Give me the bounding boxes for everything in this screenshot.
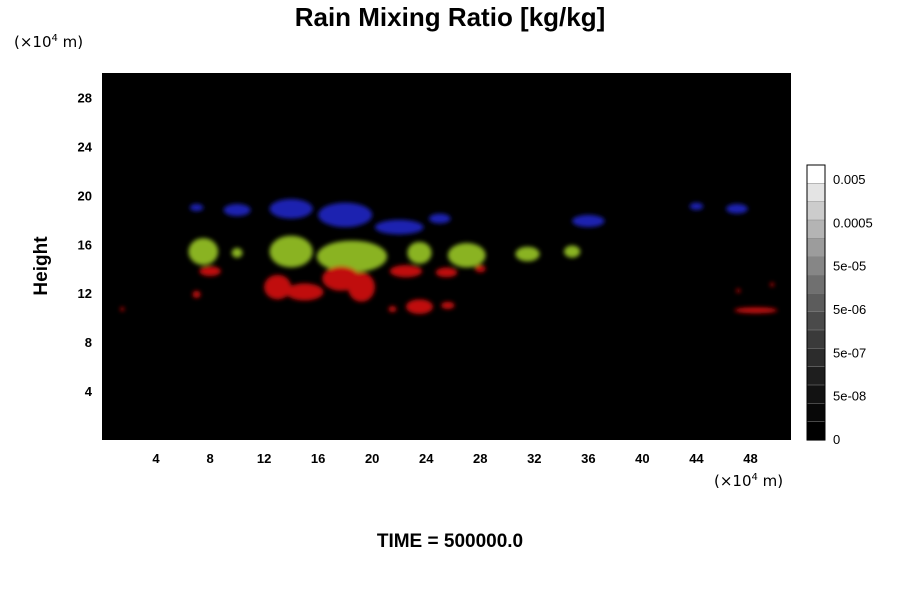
colorbar-tick-label: 5e-06 bbox=[833, 302, 866, 317]
feature-middle bbox=[564, 245, 581, 258]
feature-upper bbox=[318, 202, 373, 228]
y-unit-base: (×10 bbox=[14, 33, 52, 51]
colorbar-tick-label: 5e-08 bbox=[833, 389, 866, 404]
feature-lower bbox=[199, 266, 221, 277]
feature-middle bbox=[407, 241, 432, 264]
y-tick-label: 4 bbox=[85, 384, 93, 399]
feature-upper bbox=[572, 214, 605, 228]
feature-lower bbox=[389, 265, 423, 278]
colorbar-tick-label: 0 bbox=[833, 432, 840, 447]
colorbar-frame bbox=[806, 164, 826, 441]
feature-middle bbox=[447, 243, 486, 268]
colorbar-tick-label: 5e-05 bbox=[833, 259, 866, 274]
chart-title: Rain Mixing Ratio [kg/kg] bbox=[294, 2, 606, 32]
colorbar-swatch bbox=[806, 183, 826, 203]
y-tick-label: 28 bbox=[78, 90, 92, 105]
feature-lower bbox=[388, 306, 397, 313]
x-tick-label: 48 bbox=[743, 451, 757, 466]
y-unit-exponent: 4 bbox=[51, 33, 58, 44]
feature-upper bbox=[689, 202, 704, 211]
colorbar-tick-label: 0.0005 bbox=[833, 215, 873, 230]
x-tick-label: 20 bbox=[365, 451, 379, 466]
colorbar-swatch bbox=[806, 421, 826, 441]
x-tick-label: 12 bbox=[257, 451, 271, 466]
feature-lower bbox=[441, 301, 455, 310]
feature-lower bbox=[474, 265, 486, 273]
colorbar-tick-label: 5e-07 bbox=[833, 345, 866, 360]
colorbar-swatch bbox=[806, 311, 826, 331]
feature-lower bbox=[405, 299, 433, 314]
y-unit-tail: m) bbox=[57, 33, 84, 51]
y-tick-label: 20 bbox=[78, 188, 92, 203]
y-axis-ticks: 4 8 12 16 20 24 28 bbox=[78, 90, 93, 399]
colorbar-swatch bbox=[806, 293, 826, 313]
colorbar-swatch bbox=[806, 329, 826, 349]
x-unit-exponent: 4 bbox=[751, 472, 758, 483]
x-tick-label: 4 bbox=[152, 451, 160, 466]
y-tick-label: 16 bbox=[78, 237, 92, 252]
feature-middle bbox=[515, 246, 540, 262]
x-unit-base: (×10 bbox=[714, 472, 752, 490]
x-tick-label: 40 bbox=[635, 451, 649, 466]
feature-upper bbox=[428, 213, 451, 224]
colorbar-swatch bbox=[806, 348, 826, 368]
feature-lower bbox=[285, 283, 324, 301]
x-tick-label: 32 bbox=[527, 451, 541, 466]
feature-lower bbox=[264, 274, 292, 300]
feature-middle bbox=[188, 238, 219, 266]
x-tick-label: 28 bbox=[473, 451, 487, 466]
feature-middle bbox=[269, 235, 313, 268]
feature-lower bbox=[435, 267, 458, 278]
y-tick-label: 8 bbox=[85, 335, 92, 350]
feature-lower bbox=[347, 272, 375, 302]
y-tick-label: 12 bbox=[78, 286, 92, 301]
feature-lower bbox=[120, 307, 125, 312]
colorbar-swatch bbox=[806, 164, 826, 184]
x-tick-label: 44 bbox=[689, 451, 704, 466]
x-axis-ticks: 4 8 12 16 20 24 28 32 36 40 44 48 bbox=[152, 451, 757, 466]
colorbar: 0.005 0.0005 5e-05 5e-06 5e-07 5e-08 0 bbox=[806, 164, 873, 447]
colorbar-swatch bbox=[806, 201, 826, 221]
feature-upper bbox=[269, 199, 313, 219]
feature-middle bbox=[316, 240, 388, 273]
y-unit-label: (×104 m) bbox=[14, 33, 83, 51]
feature-lower bbox=[736, 288, 741, 293]
feature-upper bbox=[726, 203, 748, 214]
feature-upper bbox=[374, 219, 424, 235]
colorbar-swatch bbox=[806, 238, 826, 258]
x-tick-label: 8 bbox=[206, 451, 213, 466]
feature-upper bbox=[223, 203, 251, 217]
feature-upper bbox=[189, 203, 204, 212]
x-tick-label: 16 bbox=[311, 451, 325, 466]
colorbar-swatch bbox=[806, 219, 826, 239]
feature-lower bbox=[192, 290, 201, 299]
time-annotation: TIME = 500000.0 bbox=[376, 531, 524, 552]
data-features bbox=[120, 199, 778, 314]
feature-middle bbox=[231, 247, 243, 258]
colorbar-swatch bbox=[806, 256, 826, 276]
feature-lower bbox=[770, 282, 775, 287]
colorbar-swatch bbox=[806, 366, 826, 386]
x-tick-label: 24 bbox=[419, 451, 434, 466]
x-tick-label: 36 bbox=[581, 451, 595, 466]
feature-lower bbox=[734, 307, 778, 314]
x-unit-tail: m) bbox=[757, 472, 784, 490]
colorbar-swatch bbox=[806, 274, 826, 294]
colorbar-swatch bbox=[806, 384, 826, 404]
x-unit-label: (×104 m) bbox=[714, 472, 783, 490]
y-tick-label: 24 bbox=[78, 139, 93, 154]
colorbar-swatch bbox=[806, 403, 826, 423]
colorbar-tick-label: 0.005 bbox=[833, 172, 866, 187]
